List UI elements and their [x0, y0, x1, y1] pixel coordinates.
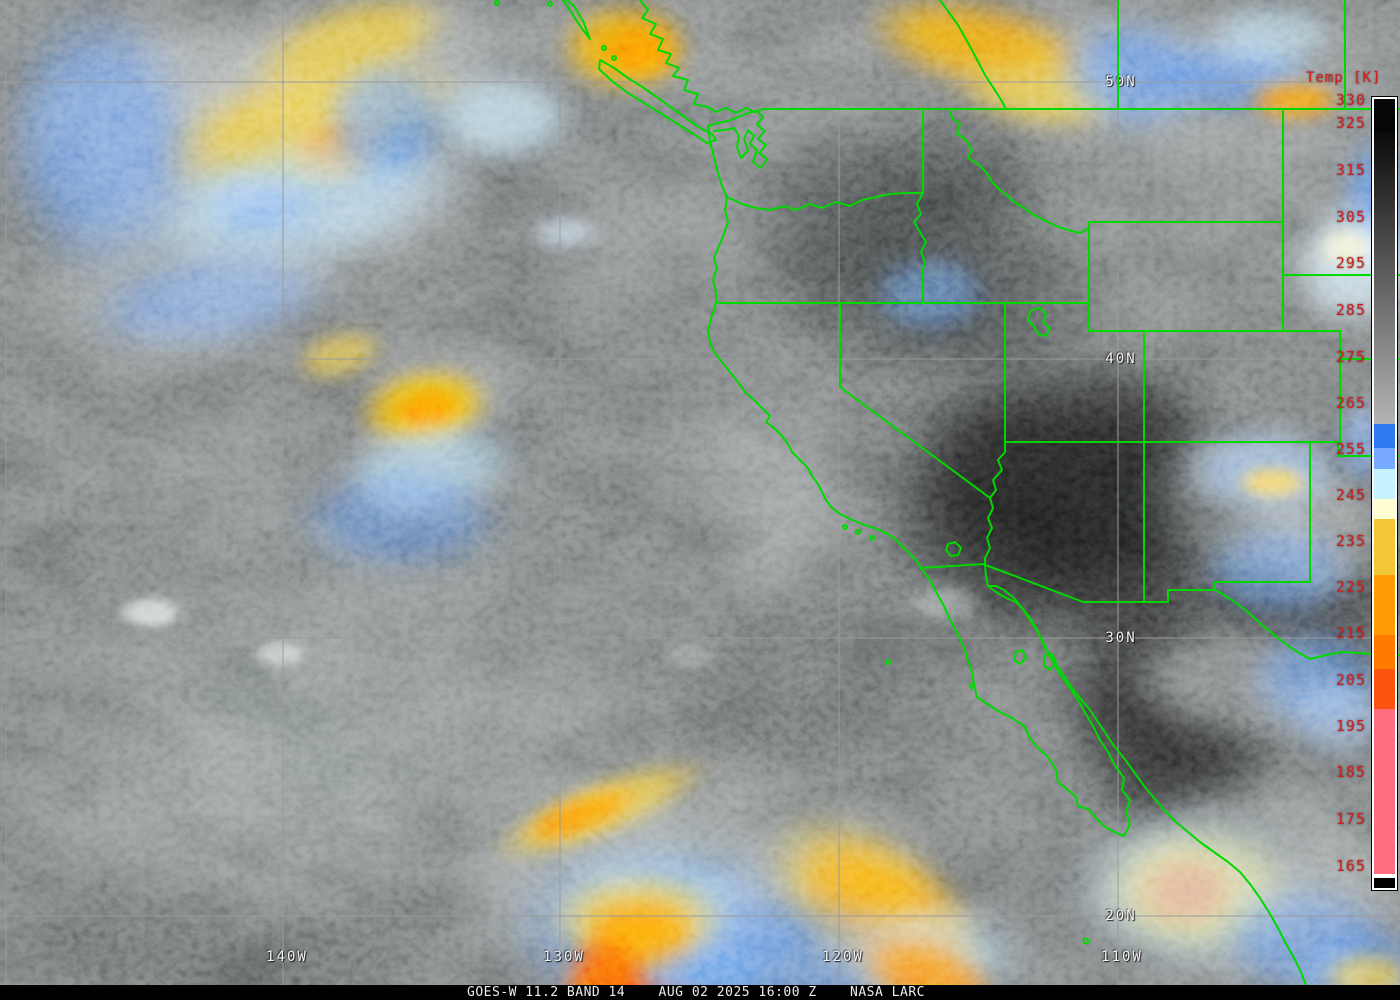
colorbar-segment	[1374, 709, 1395, 874]
caption-text: GOES-W 11.2 BAND 14 AUG 02 2025 16:00 Z …	[467, 985, 925, 1000]
cloud-blob	[530, 215, 600, 250]
colorbar-segment	[1374, 874, 1395, 878]
colorbar-segment	[1374, 669, 1395, 709]
cloud-blob	[905, 585, 985, 625]
cloud-blob	[1200, 0, 1340, 70]
colorbar	[1372, 97, 1397, 890]
colorbar-segment	[1374, 499, 1395, 519]
caption-bar: GOES-W 11.2 BAND 14 AUG 02 2025 16:00 Z …	[0, 985, 1400, 1000]
colorbar-title: Temp [K]	[1306, 70, 1382, 86]
colorbar-segment	[1374, 132, 1395, 424]
colorbar-segment	[1374, 519, 1395, 575]
cloud-blob	[1235, 465, 1310, 500]
colorbar-segment	[1374, 448, 1395, 469]
cloud-blob	[660, 640, 720, 670]
cloud-blob	[700, 380, 840, 600]
cloud-blob	[250, 640, 310, 668]
colorbar-segment	[1374, 878, 1395, 888]
cloud-blob	[320, 55, 450, 185]
cloud-blob	[115, 595, 185, 630]
cloud-blob	[290, 465, 510, 575]
cloud-blob	[870, 255, 990, 335]
cloud-blob	[0, 0, 200, 280]
colorbar-segment	[1374, 469, 1395, 499]
colorbar-segment	[1374, 99, 1395, 132]
cloud-blob	[1200, 520, 1360, 620]
cloud-blob	[980, 120, 1300, 340]
cloud-blob	[1315, 225, 1380, 270]
colorbar-segment	[1374, 575, 1395, 635]
colorbar-segment	[1374, 424, 1395, 448]
colorbar-segment	[1374, 635, 1395, 669]
cloud-blob	[200, 170, 320, 240]
cloud-blob	[600, 25, 680, 80]
